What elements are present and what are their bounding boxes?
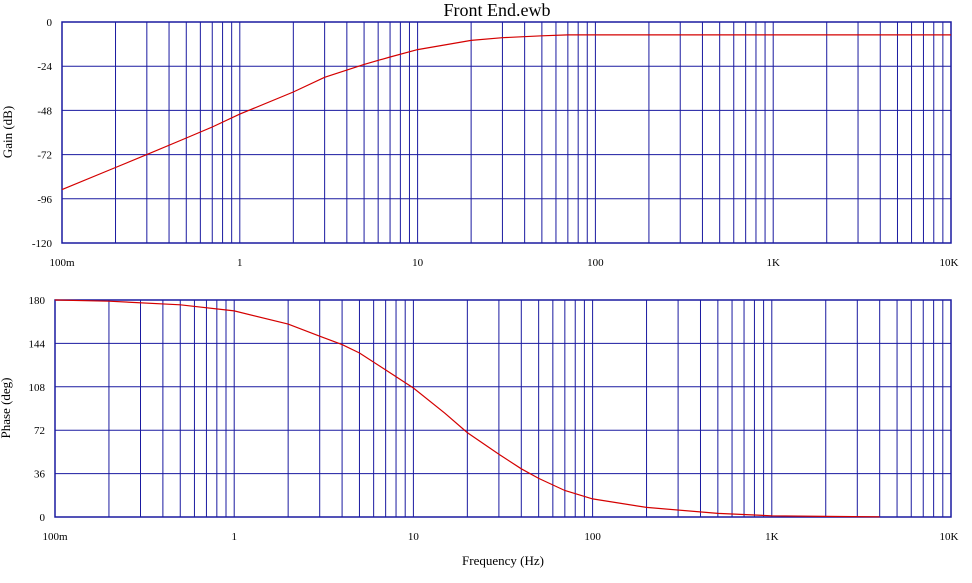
- y-axis-label: Phase (deg): [0, 377, 13, 438]
- y-tick-label: 144: [29, 338, 46, 350]
- chart-title: Front End.ewb: [444, 0, 551, 20]
- y-tick-label: 0: [47, 17, 53, 29]
- plot-frame: [61, 21, 952, 244]
- x-axis-label: Frequency (Hz): [462, 553, 544, 568]
- y-tick-label: 108: [29, 382, 46, 394]
- x-tick-label: 100m: [49, 257, 75, 269]
- x-tick-label: 100: [584, 531, 601, 543]
- plot-frame: [54, 299, 952, 518]
- x-tick-label: 1K: [765, 531, 779, 543]
- x-tick-label: 10K: [940, 531, 959, 543]
- y-tick-label: 180: [29, 295, 46, 307]
- x-tick-label: 1: [237, 257, 243, 269]
- x-tick-label: 1K: [766, 257, 780, 269]
- y-tick-label: 36: [34, 469, 46, 481]
- x-tick-label: 100: [587, 257, 604, 269]
- y-tick-label: -24: [37, 61, 52, 73]
- x-tick-label: 10: [408, 531, 420, 543]
- x-tick-label: 10K: [940, 257, 959, 269]
- y-tick-label: 0: [40, 512, 46, 524]
- series-line: [54, 299, 880, 518]
- x-tick-label: 10: [412, 257, 424, 269]
- y-tick-label: 72: [34, 425, 45, 437]
- y-tick-label: -48: [37, 105, 52, 117]
- y-tick-label: -72: [37, 150, 52, 162]
- gain-plot-panel: 0 -24 -48 -72 -96 -120 100m 1 10 100 1K 10K Gain (dB…: [0, 17, 959, 269]
- y-tick-label: -96: [37, 194, 52, 206]
- y-tick-label: -120: [32, 238, 53, 250]
- x-tick-label: 100m: [42, 531, 68, 543]
- phase-plot-panel: 180 144 108 72 36 0 100m 1 10 100 1K 10K Phase (deg)…: [0, 295, 959, 568]
- x-tick-label: 1: [231, 531, 237, 543]
- series-line: [61, 34, 951, 191]
- y-axis-label: Gain (dB): [0, 106, 15, 158]
